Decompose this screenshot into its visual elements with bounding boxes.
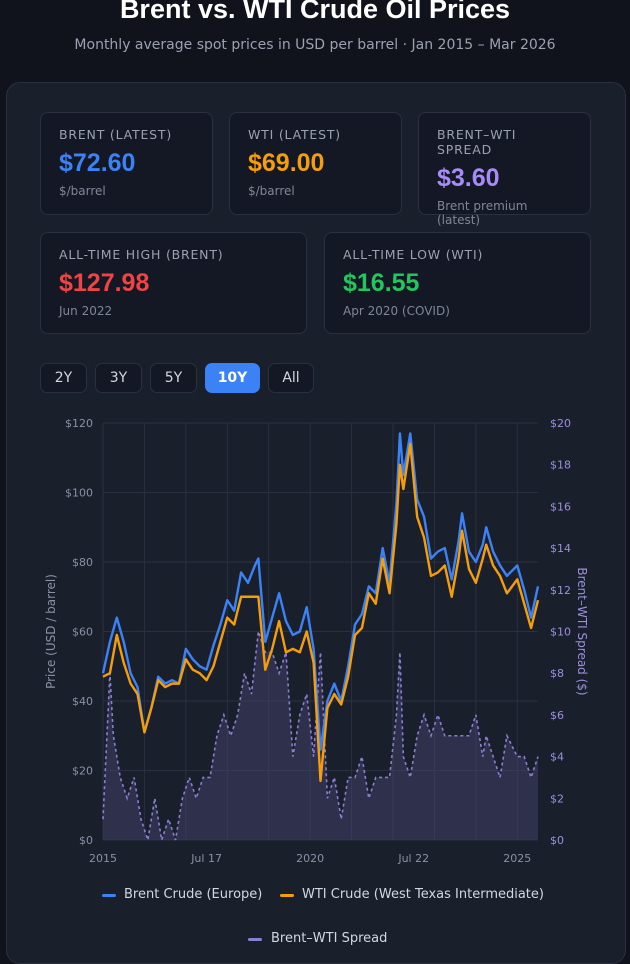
stat-value: $72.60 [59, 149, 136, 177]
y-right-tick-label: $14 [550, 542, 571, 555]
stat-card-all-time-high: ALL-TIME HIGH (BRENT) $127.98 Jun 2022 [40, 232, 307, 334]
y-right-tick-label: $12 [550, 584, 571, 597]
dashboard-panel [6, 82, 626, 964]
stat-label: WTI (LATEST) [248, 127, 341, 142]
y-right-tick-label: $10 [550, 626, 571, 639]
page-subtitle: Monthly average spot prices in USD per b… [74, 37, 556, 53]
legend-label-brent[interactable]: Brent Crude (Europe) [124, 887, 263, 902]
stat-sub: Jun 2022 [59, 304, 113, 318]
stat-label: BRENT–WTI SPREAD [437, 127, 517, 157]
range-button-5y[interactable]: 5Y [150, 363, 197, 393]
range-button-10y[interactable]: 10Y [205, 363, 260, 393]
stat-sub: $/barrel [59, 184, 106, 198]
y-right-tick-label: $16 [550, 500, 571, 513]
y-right-tick-label: $20 [550, 417, 571, 430]
y-left-tick-label: $100 [65, 487, 93, 500]
x-tick-label: Jul 17 [190, 852, 222, 865]
range-button-2y[interactable]: 2Y [40, 363, 87, 393]
y-right-tick-label: $8 [550, 667, 564, 680]
stat-card-all-time-low: ALL-TIME LOW (WTI) $16.55 Apr 2020 (COVI… [324, 232, 591, 334]
stat-label: ALL-TIME LOW (WTI) [343, 247, 484, 262]
y-right-tick-label: $2 [550, 792, 564, 805]
y-right-tick-label: $4 [550, 751, 564, 764]
stat-sub: $/barrel [248, 184, 295, 198]
range-button-all[interactable]: All [268, 363, 314, 393]
price-chart[interactable]: $0 $20 $40 $60 $80 $100 $120 $0 $2 $4 $6 $8 $10 $12 $1… [0, 400, 630, 870]
x-tick-label: 2020 [296, 852, 324, 865]
y-left-tick-label: $60 [72, 626, 93, 639]
legend-swatch-brent [102, 894, 116, 897]
legend-label-spread[interactable]: Brent–WTI Spread [271, 931, 388, 946]
y-right-axis-title: Brent–WTI Spread ($) [575, 567, 589, 695]
y-right-tick-label: $6 [550, 709, 564, 722]
stat-value: $69.00 [248, 149, 325, 177]
page-title: Brent vs. WTI Crude Oil Prices [119, 0, 511, 24]
legend-swatch-spread [248, 938, 262, 941]
wti-line [102, 442, 540, 783]
range-button-3y[interactable]: 3Y [95, 363, 142, 393]
y-left-axis-title: Price (USD / barrel) [44, 574, 58, 689]
stat-sub: Apr 2020 (COVID) [343, 304, 450, 318]
legend-swatch-wti [280, 894, 294, 897]
y-left-tick-label: $40 [72, 695, 93, 708]
stat-card-wti-latest: WTI (LATEST) $69.00 $/barrel [229, 112, 402, 215]
x-tick-label: 2015 [89, 852, 117, 865]
y-left-tick-label: $20 [72, 765, 93, 778]
y-left-tick-label: $0 [79, 834, 93, 847]
stat-value: $16.55 [343, 269, 420, 297]
stat-value: $3.60 [437, 164, 500, 192]
stat-card-spread: BRENT–WTI SPREAD $3.60 Brent premium (la… [418, 112, 591, 227]
x-tick-label: 2025 [503, 852, 531, 865]
legend-label-wti[interactable]: WTI Crude (West Texas Intermediate) [302, 887, 544, 902]
y-right-tick-label: $0 [550, 834, 564, 847]
y-left-tick-label: $120 [65, 417, 93, 430]
stat-label: ALL-TIME HIGH (BRENT) [59, 247, 224, 262]
stat-value: $127.98 [59, 269, 150, 297]
y-right-tick-label: $18 [550, 459, 571, 472]
stat-sub: Brent premium (latest) [437, 199, 528, 227]
stat-label: BRENT (LATEST) [59, 127, 173, 142]
stat-card-brent-latest: BRENT (LATEST) $72.60 $/barrel [40, 112, 213, 215]
x-tick-label: Jul 22 [397, 852, 429, 865]
y-left-tick-label: $80 [72, 556, 93, 569]
